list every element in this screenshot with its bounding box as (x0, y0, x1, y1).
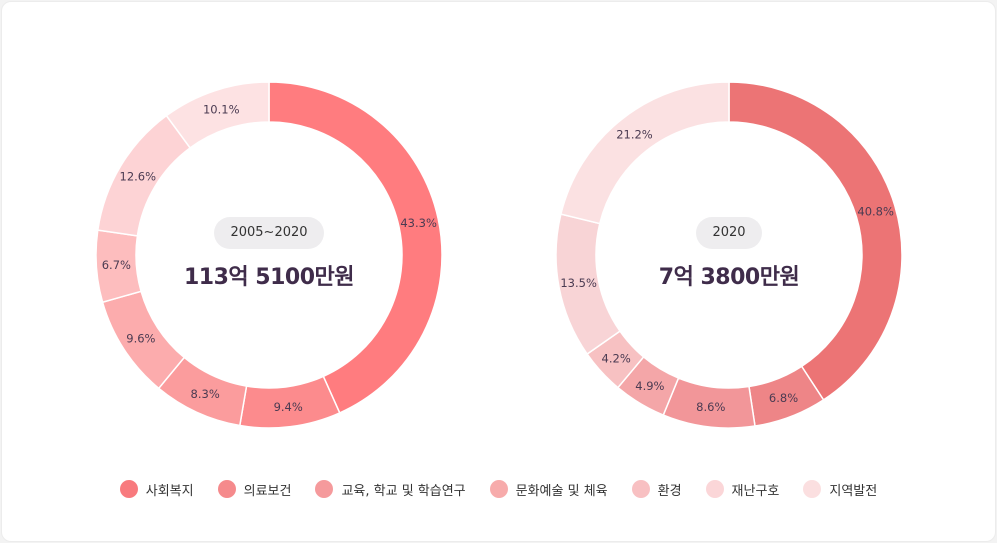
legend-item[interactable]: 환경 (631, 480, 682, 499)
donut-chart-2020: 40.8% 6.8% 8.6% 4.9% 4.2% 13.5% 21.2% 2020 7억 … (555, 81, 903, 429)
donut-slice[interactable] (268, 81, 443, 414)
donut-center-2005-2020: 2005~2020 113억 5100만원 (95, 81, 443, 429)
total-amount: 113억 5100만원 (183, 265, 355, 290)
slice-value-label: 40.8% (857, 204, 894, 218)
legend-label: 의료보건 (243, 483, 292, 499)
donut-svg-2020: 40.8% 6.8% 8.6% 4.9% 4.2% 13.5% 21.2% (555, 81, 903, 429)
slice-value-label: 9.6% (126, 332, 155, 346)
legend-dot (705, 480, 724, 498)
donut-svg-2005-2020: 43.3% 9.4% 8.3% 9.6% 6.7% 12.6% 10.1% (95, 81, 443, 429)
legend-label: 지역발전 (829, 483, 878, 499)
donut-chart-2005-2020: 43.3% 9.4% 8.3% 9.6% 6.7% 12.6% 10.1% 2005~202… (95, 81, 443, 429)
slice-value-label: 4.2% (602, 351, 631, 365)
legend-dot (803, 480, 822, 498)
legend-dot (631, 480, 650, 498)
slice-value-label: 9.4% (274, 400, 303, 414)
slice-value-label: 10.1% (203, 103, 240, 117)
slice-value-label: 8.6% (696, 400, 725, 414)
legend-dot (217, 480, 236, 498)
legend-item[interactable]: 문화예술 및 체육 (489, 480, 608, 499)
slice-value-label: 13.5% (560, 276, 597, 290)
legend-item[interactable]: 재난구호 (705, 480, 780, 499)
legend-label: 환경 (657, 483, 682, 499)
slice-value-label: 4.9% (635, 379, 664, 393)
slice-value-label: 8.3% (191, 387, 220, 401)
donut-center-2020: 2020 7억 3800만원 (555, 81, 903, 429)
legend-label: 사회복지 (145, 483, 194, 499)
total-amount: 7억 3800만원 (658, 265, 800, 290)
legend-dot (119, 480, 138, 498)
legend-dot (315, 480, 334, 498)
slice-value-label: 21.2% (616, 128, 653, 142)
legend-label: 재난구호 (731, 483, 780, 499)
legend-label: 교육, 학교 및 학습연구 (341, 483, 466, 499)
donut-slice[interactable] (165, 81, 270, 149)
legend: 사회복지 의료보건 교육, 학교 및 학습연구 문화예술 및 체육 환경 재난구… (0, 477, 997, 501)
slice-value-label: 6.7% (102, 258, 131, 272)
legend-label: 문화예술 및 체육 (515, 483, 608, 499)
period-badge: 2005~2020 (214, 217, 324, 249)
slice-value-label: 6.8% (769, 391, 798, 405)
slice-value-label: 43.3% (400, 216, 437, 230)
legend-item[interactable]: 교육, 학교 및 학습연구 (315, 480, 466, 499)
donut-slice[interactable] (728, 81, 903, 401)
legend-dot (489, 480, 508, 498)
legend-item[interactable]: 사회복지 (119, 480, 194, 499)
legend-item[interactable]: 지역발전 (803, 480, 877, 499)
legend-item[interactable]: 의료보건 (217, 480, 292, 499)
donut-slice[interactable] (560, 81, 730, 225)
slice-value-label: 12.6% (120, 169, 157, 183)
period-badge: 2020 (696, 217, 762, 249)
